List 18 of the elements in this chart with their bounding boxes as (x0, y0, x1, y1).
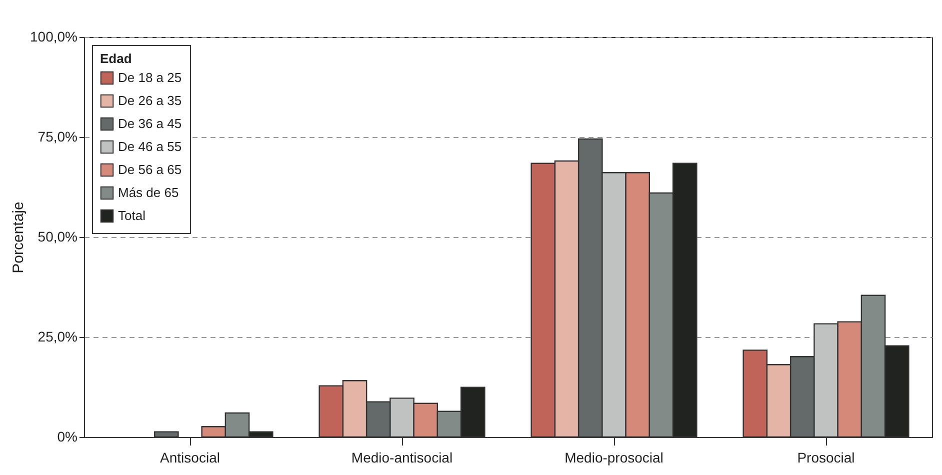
legend-label: De 36 a 45 (118, 116, 182, 131)
legend-label: De 46 a 55 (118, 139, 182, 154)
x-tick-label: Prosocial (797, 450, 855, 466)
x-tick-label: Medio-antisocial (351, 450, 453, 466)
x-tick-label: Medio-prosocial (564, 450, 664, 466)
legend-label: De 56 a 65 (118, 162, 182, 177)
legend-label: Más de 65 (118, 185, 179, 200)
legend-label: Total (118, 208, 146, 223)
y-axis-title: Porcentaje (10, 202, 28, 274)
y-tick-label: 100,0% (30, 28, 78, 44)
legend-label: De 18 a 25 (118, 70, 182, 85)
y-tick-label: 25,0% (38, 328, 78, 344)
y-tick-label: 50,0% (38, 228, 78, 244)
legend-label: De 26 a 35 (118, 93, 182, 108)
legend-title: Edad (100, 51, 132, 66)
y-tick-label: 75,0% (38, 128, 78, 144)
x-tick-label: Antisocial (160, 450, 220, 466)
y-tick-label: 0% (57, 428, 78, 444)
